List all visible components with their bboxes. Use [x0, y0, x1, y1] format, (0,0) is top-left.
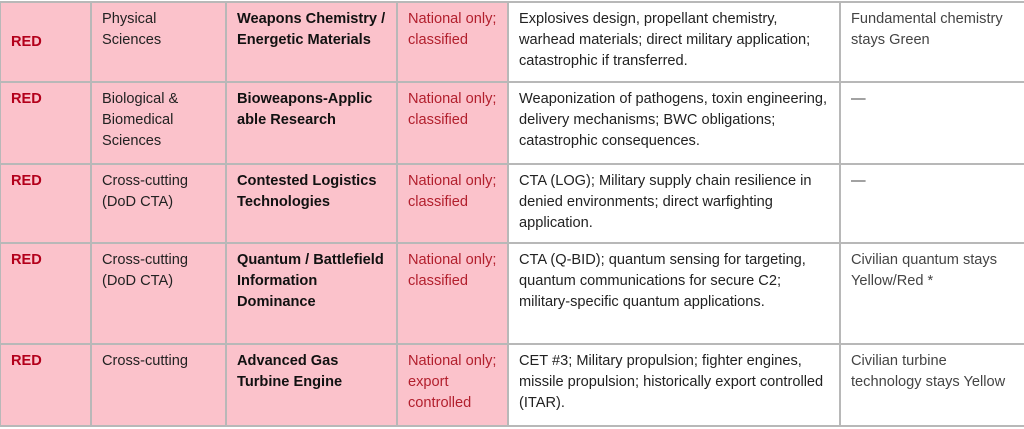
table-row: RED Cross-cutting Advanced Gas Turbine Eng… — [0, 343, 1024, 427]
level-cell: RED — [0, 242, 92, 345]
area-cell: Contested Logistics Technologies — [225, 163, 398, 244]
table-row: RED Physical Sciences Weapons Chemistry / … — [0, 1, 1024, 83]
rationale-cell: Explosives design, propellant chemistry,… — [507, 1, 841, 83]
area-cell: Weapons Chemistry / Energetic Materials — [225, 1, 398, 83]
access-cell: National only; classified — [396, 163, 509, 244]
domain-cell: Cross-cutting — [90, 343, 227, 427]
rationale-cell: Weaponization of pathogens, toxin engine… — [507, 81, 841, 165]
table-row: RED Cross-cutting (DoD CTA) Contested Logi… — [0, 163, 1024, 244]
area-cell: Advanced Gas Turbine Engine — [225, 343, 398, 427]
area-cell: Quantum / Battlefield Information Domina… — [225, 242, 398, 345]
rationale-cell: CET #3; Military propulsion; fighter eng… — [507, 343, 841, 427]
level-cell: RED — [0, 81, 92, 165]
access-cell: National only; classified — [396, 81, 509, 165]
domain-cell: Cross-cutting (DoD CTA) — [90, 163, 227, 244]
notes-cell: — — [839, 81, 1024, 165]
domain-cell: Cross-cutting (DoD CTA) — [90, 242, 227, 345]
access-cell: National only; classified — [396, 242, 509, 345]
level-cell: RED — [0, 343, 92, 427]
table-row: RED Cross-cutting (DoD CTA) Quantum / Batt… — [0, 242, 1024, 345]
notes-cell: — — [839, 163, 1024, 244]
table-row: RED Biological & Biomedical Sciences Biowe… — [0, 81, 1024, 165]
domain-cell: Biological & Biomedical Sciences — [90, 81, 227, 165]
area-cell: Bioweapons-Applic able Research — [225, 81, 398, 165]
domain-cell: Physical Sciences — [90, 1, 227, 83]
notes-cell: Civilian quantum stays Yellow/Red * — [839, 242, 1024, 345]
access-cell: National only; export controlled — [396, 343, 509, 427]
notes-cell: Fundamental chemistry stays Green — [839, 1, 1024, 83]
access-cell: National only; classified — [396, 1, 509, 83]
notes-cell: Civilian turbine technology stays Yellow — [839, 343, 1024, 427]
level-cell: RED — [0, 1, 92, 83]
level-cell: RED — [0, 163, 92, 244]
rationale-cell: CTA (Q-BID); quantum sensing for targeti… — [507, 242, 841, 345]
rationale-cell: CTA (LOG); Military supply chain resilie… — [507, 163, 841, 244]
